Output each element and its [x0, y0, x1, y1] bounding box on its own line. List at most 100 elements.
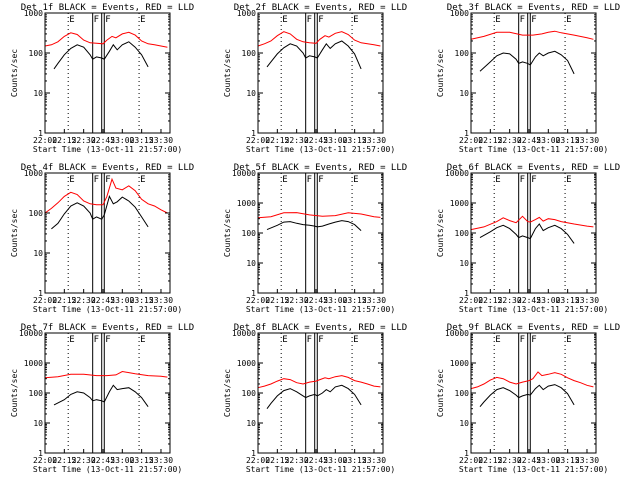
- x-tick-label: 22:15: [265, 456, 289, 465]
- marker-label: E: [282, 175, 287, 185]
- x-axis-label: Start Time (13-Oct-11 21:57:00): [246, 145, 395, 154]
- x-tick-label: 23:30: [362, 456, 386, 465]
- x-tick-label: 22:45: [304, 296, 328, 305]
- marker-label: F: [307, 335, 312, 345]
- x-tick-label: 22:45: [517, 136, 541, 145]
- marker-label: E: [282, 335, 287, 345]
- plot-frame: [470, 332, 597, 454]
- events-series-line: [266, 220, 362, 231]
- x-tick-label: 23:00: [110, 296, 134, 305]
- x-tick-label: 22:00: [459, 456, 483, 465]
- events-series-line: [53, 41, 149, 70]
- x-tick-label: 22:30: [285, 136, 309, 145]
- panel-det-4f: Det 4f BLACK = Events, RED = LLD E F F E 1 10 1…: [10, 163, 194, 314]
- plot-frame: [44, 12, 171, 134]
- lld-series-line: [470, 215, 594, 231]
- x-tick-label: 23:15: [343, 456, 367, 465]
- panel-title: Det 3f BLACK = Events, RED = LLD: [447, 3, 620, 13]
- x-tick-label: 22:15: [52, 136, 76, 145]
- marker-label: F: [94, 335, 99, 345]
- x-tick-label: 22:00: [246, 296, 270, 305]
- panel-title: Det 7f BLACK = Events, RED = LLD: [21, 323, 194, 333]
- y-tick-label: 10: [246, 89, 256, 98]
- y-axis-label: Counts/sec: [223, 49, 232, 97]
- panel-det-8f: Det 8f BLACK = Events, RED = LLD E F F E 1 10 1…: [223, 323, 407, 474]
- y-tick-label: 1: [38, 449, 43, 458]
- y-tick-label: 1000: [450, 359, 469, 368]
- y-axis-label: Counts/sec: [10, 369, 19, 417]
- x-tick-label: 22:15: [478, 456, 502, 465]
- y-tick-label: 1: [38, 289, 43, 298]
- y-tick-label: 100: [455, 49, 470, 58]
- marker-label: F: [531, 15, 536, 25]
- y-tick-label: 1: [251, 449, 256, 458]
- x-tick-label: 22:30: [72, 296, 96, 305]
- marker-label: E: [495, 335, 500, 345]
- x-tick-label: 23:15: [343, 296, 367, 305]
- x-tick-label: 22:15: [265, 136, 289, 145]
- x-tick-label: 22:00: [459, 136, 483, 145]
- x-tick-label: 23:15: [556, 456, 580, 465]
- lld-series-line: [44, 177, 168, 214]
- marker-label: F: [520, 15, 525, 25]
- x-tick-label: 23:15: [556, 296, 580, 305]
- x-tick-label: 22:15: [478, 136, 502, 145]
- x-tick-label: 23:30: [149, 296, 173, 305]
- y-axis-label: Counts/sec: [436, 49, 445, 97]
- x-tick-label: 23:30: [575, 456, 599, 465]
- x-tick-label: 22:45: [517, 456, 541, 465]
- marker-label: E: [566, 15, 571, 25]
- x-tick-label: 22:00: [246, 456, 270, 465]
- x-tick-label: 22:00: [459, 296, 483, 305]
- x-tick-label: 22:45: [91, 136, 115, 145]
- y-tick-label: 100: [29, 209, 44, 218]
- lld-series-line: [44, 31, 168, 48]
- marker-label: E: [282, 15, 287, 25]
- lld-series-line: [44, 370, 168, 379]
- x-tick-label: 23:00: [536, 296, 560, 305]
- x-tick-label: 22:30: [285, 296, 309, 305]
- x-tick-label: 22:45: [517, 296, 541, 305]
- marker-label: F: [318, 335, 323, 345]
- x-tick-label: 22:00: [246, 136, 270, 145]
- x-tick-label: 22:15: [265, 296, 289, 305]
- y-axis-label: Counts/sec: [436, 369, 445, 417]
- events-series-line: [266, 40, 362, 70]
- x-tick-label: 22:30: [72, 136, 96, 145]
- marker-label: E: [140, 15, 145, 25]
- y-axis-label: Counts/sec: [223, 369, 232, 417]
- events-series-line: [479, 384, 575, 408]
- y-tick-label: 1000: [450, 9, 469, 18]
- panel-title: Det 9f BLACK = Events, RED = LLD: [447, 323, 620, 333]
- y-tick-label: 1: [251, 289, 256, 298]
- y-tick-label: 1000: [237, 199, 256, 208]
- x-tick-label: 23:00: [110, 456, 134, 465]
- x-tick-label: 23:30: [575, 296, 599, 305]
- plot-frame: [257, 172, 384, 294]
- x-tick-label: 22:15: [478, 296, 502, 305]
- marker-label: F: [531, 175, 536, 185]
- x-tick-label: 23:00: [323, 456, 347, 465]
- plot-frame: [257, 332, 384, 454]
- plot-frame: [44, 332, 171, 454]
- x-tick-label: 23:00: [110, 136, 134, 145]
- x-tick-label: 22:30: [498, 136, 522, 145]
- y-tick-label: 10000: [445, 329, 469, 338]
- y-tick-label: 10: [246, 419, 256, 428]
- marker-label: F: [105, 15, 110, 25]
- y-tick-label: 10: [33, 419, 43, 428]
- y-tick-label: 100: [29, 49, 44, 58]
- panel-det-2f: Det 2f BLACK = Events, RED = LLD E F F E 1 10 1…: [223, 3, 407, 154]
- x-tick-label: 22:30: [285, 456, 309, 465]
- x-tick-label: 22:15: [52, 456, 76, 465]
- y-tick-label: 10: [459, 259, 469, 268]
- x-tick-label: 22:15: [52, 296, 76, 305]
- x-tick-label: 23:15: [130, 136, 154, 145]
- marker-label: E: [353, 175, 358, 185]
- x-tick-label: 22:45: [91, 296, 115, 305]
- y-tick-label: 100: [29, 389, 44, 398]
- x-axis-label: Start Time (13-Oct-11 21:57:00): [459, 305, 608, 314]
- panel-det-6f: Det 6f BLACK = Events, RED = LLD E F F E 1 10 1…: [436, 163, 620, 314]
- marker-label: F: [307, 175, 312, 185]
